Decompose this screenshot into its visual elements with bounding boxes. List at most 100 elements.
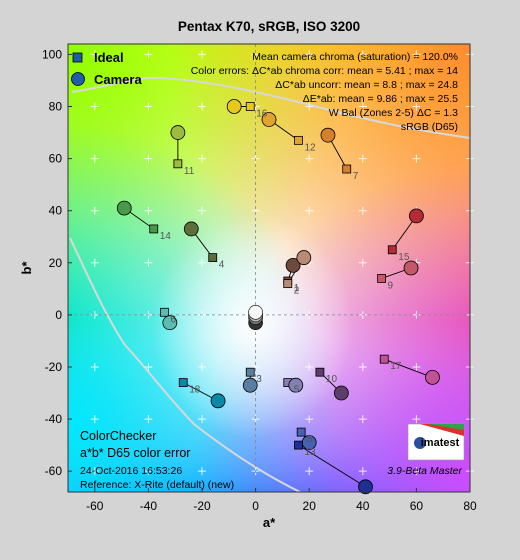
y-axis-label: b* [19, 261, 34, 275]
grid-cross [198, 154, 206, 163]
neutral-marker [248, 304, 263, 320]
legend: Ideal Camera [71, 50, 142, 87]
stats-line-3: ΔC*ab uncorr: mean = 8.8 ; max = 24.8 [275, 79, 458, 91]
grid-cross [358, 415, 367, 424]
grid-cross [90, 258, 99, 267]
legend-camera-label: Camera [94, 72, 142, 87]
ideal-marker-12 [294, 135, 303, 145]
patch-label-12: 12 [304, 142, 316, 153]
gamut-boundary-left [69, 237, 301, 492]
patch-label-14: 14 [160, 231, 172, 242]
ideal-marker-15 [387, 245, 397, 255]
y-tick-label: -40 [45, 412, 63, 426]
stats-line-1: Mean camera chroma (saturation) = 120.0% [252, 51, 458, 63]
grid-cross [358, 362, 367, 371]
camera-marker-16 [226, 99, 242, 114]
patch-label-9: 9 [388, 280, 394, 291]
x-tick-label: -20 [193, 499, 211, 513]
grid-cross [90, 102, 99, 111]
footer-version: 3.9-Beta Master [387, 465, 462, 477]
patch-label-3: 3 [256, 374, 262, 385]
grid-cross [358, 206, 367, 215]
y-tick-label: -60 [45, 464, 63, 478]
x-tick-label: 20 [303, 499, 317, 513]
grid-cross [412, 415, 421, 424]
grid-cross [198, 362, 206, 371]
x-tick-label: 0 [252, 499, 259, 513]
patch-label-18: 18 [189, 385, 201, 396]
patch-label-2: 2 [294, 286, 300, 297]
ideal-marker-10 [315, 367, 325, 377]
grid-cross [412, 362, 421, 371]
grid-cross [144, 154, 153, 163]
grid-cross [358, 50, 367, 59]
stats-line-4: ΔE*ab: mean = 9.86 ; max = 25.5 [303, 93, 458, 105]
ideal-marker-14 [149, 224, 159, 234]
grid-cross [198, 206, 206, 215]
camera-marker-3 [242, 377, 258, 393]
y-tick-label: 40 [49, 204, 63, 218]
camera-marker-15 [408, 208, 424, 224]
stats-box: Mean camera chroma (saturation) = 120.0%… [191, 51, 458, 133]
error-line-17 [384, 358, 433, 378]
x-tick-label: -60 [86, 499, 104, 513]
camera-marker-14 [116, 200, 132, 216]
grid-cross [358, 154, 367, 163]
legend-camera-marker [71, 72, 85, 86]
grid-cross [90, 415, 99, 424]
error-line-13 [298, 444, 366, 488]
ideal-marker-13 [294, 440, 303, 450]
grid-cross [144, 362, 153, 371]
grid-cross [412, 467, 421, 476]
grid-cross [198, 50, 206, 59]
legend-ideal-label: Ideal [94, 50, 124, 65]
grid-cross [144, 50, 153, 59]
ideal-marker-4 [208, 253, 218, 262]
chart-title: Pentax K70, sRGB, ISO 3200 [178, 19, 360, 34]
footer-title-2: a*b* D65 color error [80, 446, 190, 460]
grid-cross [144, 102, 153, 111]
patch-label-6: 6 [170, 314, 176, 325]
y-tick-label: 80 [49, 100, 63, 114]
grid-cross [305, 362, 314, 371]
grid-cross [305, 50, 314, 59]
patch-label-7: 7 [353, 171, 359, 182]
grid-cross [144, 415, 153, 424]
y-tick-label: 0 [55, 308, 62, 322]
ideal-marker-3 [245, 367, 255, 377]
ideal-marker-6 [160, 307, 169, 317]
patch-label-17: 17 [390, 361, 402, 372]
stats-line-6: sRGB (D65) [401, 121, 458, 133]
ideal-marker-9 [377, 274, 386, 283]
ideal-marker-11 [173, 159, 183, 169]
camera-marker-13 [358, 479, 373, 495]
patch-label-4: 4 [219, 260, 225, 271]
patch-label-5: 5 [294, 385, 300, 396]
plot-frame [67, 43, 471, 493]
camera-marker-2 [296, 250, 312, 265]
grid-cross [144, 258, 153, 267]
y-tick-label: 100 [42, 47, 62, 61]
grid-cross [198, 258, 206, 267]
x-tick-label: 80 [463, 499, 477, 513]
stats-line-2: Color errors: ΔC*ab chroma corr: mean = … [191, 65, 458, 77]
y-tick-label: -20 [45, 360, 63, 374]
grid-cross [358, 102, 367, 111]
patch-label-11: 11 [184, 166, 195, 177]
grid-cross [144, 206, 153, 215]
camera-marker-4 [183, 221, 199, 237]
y-tick-label: 60 [49, 152, 63, 166]
grid-cross [90, 154, 99, 163]
axes: -60 -40 -20 0 20 40 60 80 -60 -40 -20 0 20 40 60 80 100 [42, 44, 477, 513]
ideal-marker-18 [178, 378, 188, 388]
grid-cross [305, 415, 314, 424]
grid-cross [144, 467, 153, 476]
patch-label-10: 10 [326, 374, 338, 385]
ideal-marker-2 [283, 279, 293, 289]
camera-marker-9 [403, 260, 419, 276]
camera-marker-11 [170, 125, 186, 140]
camera-marker-12 [261, 112, 277, 127]
camera-marker-5 [288, 377, 304, 393]
patch-label-15: 15 [398, 252, 410, 263]
